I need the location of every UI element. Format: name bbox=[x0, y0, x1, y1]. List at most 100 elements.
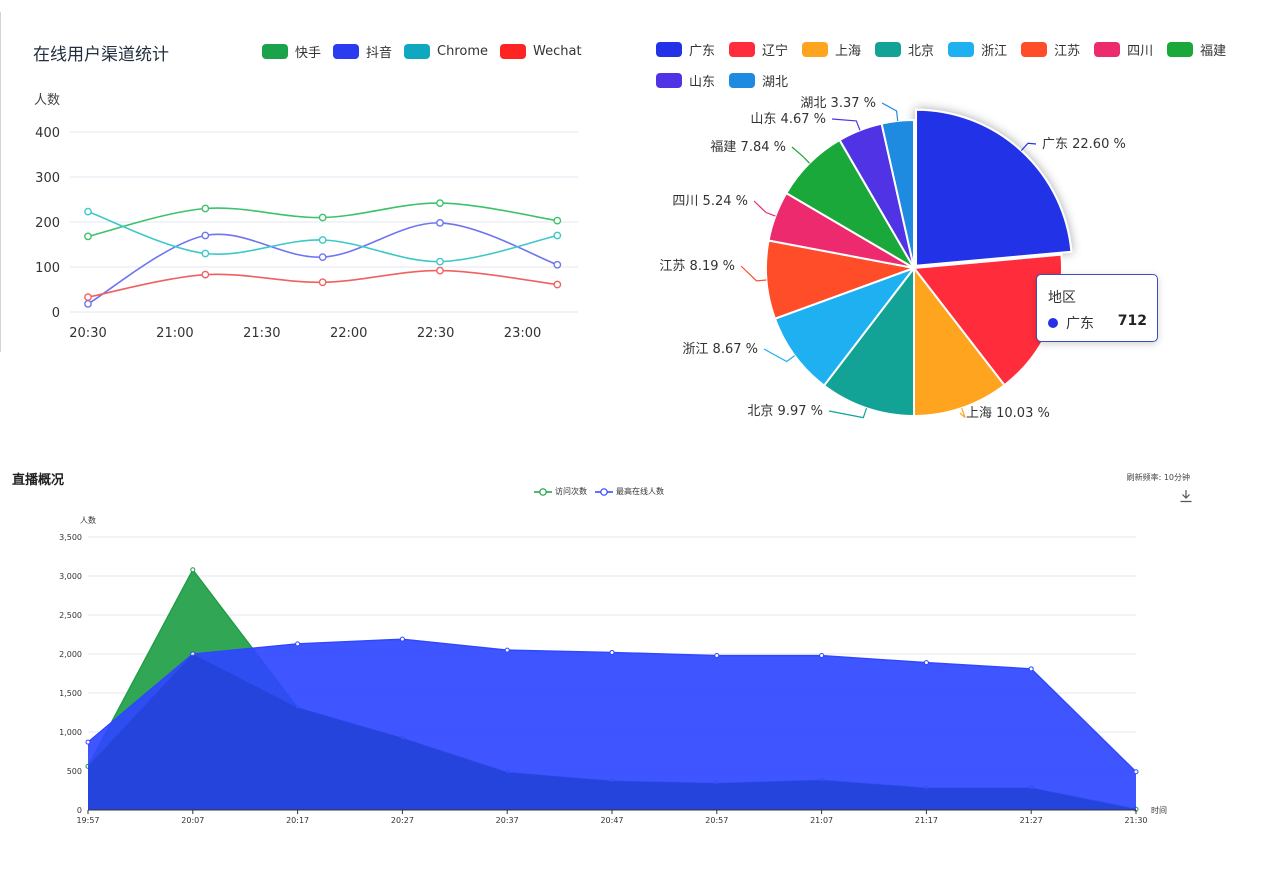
channel-line-chart-panel: 在线用户渠道统计 快手 抖音 Chrome Wechat 0 100 200 300 400 人… bbox=[0, 0, 620, 430]
legend-item-1[interactable]: 抖音 bbox=[333, 42, 392, 61]
slice-label: 福建 7.84 % bbox=[710, 140, 786, 155]
x-tick-label: 20:17 bbox=[286, 816, 309, 825]
legend-label: 湖北 bbox=[762, 75, 789, 90]
chart-title: 在线用户渠道统计 bbox=[33, 45, 169, 65]
data-point bbox=[84, 232, 92, 241]
x-tick-label: 21:30 bbox=[243, 326, 280, 341]
x-tick-label: 21:00 bbox=[156, 326, 193, 341]
chart-legend[interactable]: 快手 抖音 Chrome Wechat bbox=[262, 42, 582, 61]
legend-item-2[interactable]: 上海 bbox=[802, 40, 861, 59]
legend-item-0[interactable]: 快手 bbox=[262, 42, 321, 61]
legend-swatch bbox=[500, 44, 527, 59]
tooltip-title: 地区 bbox=[1048, 290, 1076, 306]
data-point bbox=[1133, 769, 1139, 775]
legend-item-2[interactable]: Chrome bbox=[404, 42, 488, 61]
data-point bbox=[84, 293, 92, 302]
x-tick-label: 21:27 bbox=[1020, 816, 1043, 825]
legend-item-3[interactable]: 北京 bbox=[875, 40, 934, 59]
y-tick-label: 200 bbox=[35, 216, 60, 231]
line-chart-svg: 0 100 200 300 400 人数 20:30 21:00 21:30 22:00 22:30… bbox=[34, 93, 578, 341]
legend-marker bbox=[595, 487, 613, 496]
legend-label: 福建 bbox=[1200, 44, 1227, 59]
data-point bbox=[84, 299, 92, 308]
pie-slice-9 bbox=[880, 118, 915, 269]
y-tick-label: 300 bbox=[35, 171, 60, 186]
slice-label: 广东 22.60 % bbox=[1042, 137, 1126, 152]
y-tick-label: 0 bbox=[52, 306, 60, 321]
y-tick-label: 2,000 bbox=[59, 650, 82, 659]
x-tick-label: 20:57 bbox=[705, 816, 728, 825]
label-leader-line bbox=[753, 200, 776, 217]
slice-label: 北京 9.97 % bbox=[747, 404, 823, 419]
legend-label: 上海 bbox=[835, 44, 862, 59]
region-pie-chart-panel: 广东 辽宁 上海 北京 浙江 江苏 四川 福建 山东 湖北 广东 22.60 % 上海 10.03 … bbox=[620, 0, 1280, 440]
label-leader-line bbox=[791, 146, 810, 164]
pie-tooltip: 地区 广东 712 bbox=[1036, 274, 1158, 342]
legend-item-4[interactable]: 浙江 bbox=[948, 40, 1007, 59]
y-tick-label: 500 bbox=[67, 767, 82, 776]
data-point bbox=[318, 213, 327, 222]
x-tick-label: 20:47 bbox=[600, 816, 623, 825]
series-line-1 bbox=[87, 222, 558, 305]
x-tick-label: 19:57 bbox=[76, 816, 99, 825]
legend-label: 辽宁 bbox=[762, 44, 789, 59]
legend-swatch bbox=[404, 44, 431, 59]
panel-divider bbox=[0, 12, 1, 352]
legend-item-1[interactable]: 辽宁 bbox=[729, 40, 788, 59]
legend-label: 浙江 bbox=[981, 44, 1008, 59]
y-tick-label: 400 bbox=[35, 126, 60, 141]
data-point bbox=[295, 641, 301, 647]
data-point bbox=[201, 249, 210, 258]
legend-label: 最高在线人数 bbox=[616, 487, 664, 496]
pie-chart-svg: 广东 22.60 % 上海 10.03 % 北京 9.97 % 浙江 8.67 % 江苏… bbox=[659, 96, 1126, 421]
slice-label: 浙江 8.67 % bbox=[682, 342, 758, 357]
data-point bbox=[318, 253, 327, 262]
data-point bbox=[923, 660, 929, 666]
data-point bbox=[190, 567, 196, 573]
area-legend[interactable]: 访问次数 最高在线人数 bbox=[534, 486, 664, 497]
y-axis-label: 人数 bbox=[34, 93, 60, 108]
legend-item-1[interactable]: 最高在线人数 bbox=[595, 486, 664, 497]
legend-item-8[interactable]: 山东 bbox=[656, 71, 715, 90]
x-tick-label: 20:07 bbox=[181, 816, 204, 825]
legend-label: 山东 bbox=[689, 75, 716, 90]
legend-item-7[interactable]: 福建 bbox=[1167, 40, 1226, 59]
label-leader-line bbox=[763, 348, 796, 363]
pie-slice-4 bbox=[773, 265, 917, 387]
tooltip-name: 广东 bbox=[1066, 316, 1094, 332]
tooltip-color-dot bbox=[1048, 318, 1058, 328]
data-point bbox=[609, 649, 615, 655]
legend-swatch bbox=[1094, 42, 1121, 57]
label-leader-line bbox=[831, 118, 861, 131]
data-point bbox=[819, 653, 825, 659]
legend-label: 广东 bbox=[689, 44, 716, 59]
legend-swatch bbox=[262, 44, 288, 59]
legend-item-5[interactable]: 江苏 bbox=[1021, 40, 1080, 59]
y-axis-label: 人数 bbox=[80, 515, 96, 525]
pie-slice-2 bbox=[913, 265, 1006, 418]
x-tick-label: 20:27 bbox=[391, 816, 414, 825]
legend-item-6[interactable]: 四川 bbox=[1094, 40, 1153, 59]
pie-legend[interactable]: 广东 辽宁 上海 北京 浙江 江苏 四川 福建山东 湖北 bbox=[656, 40, 1256, 90]
legend-swatch bbox=[875, 42, 902, 57]
legend-swatch bbox=[729, 73, 756, 88]
legend-item-9[interactable]: 湖北 bbox=[729, 71, 788, 90]
x-tick-label: 23:00 bbox=[504, 326, 541, 341]
legend-item-3[interactable]: Wechat bbox=[500, 42, 582, 61]
y-tick-label: 1,000 bbox=[59, 728, 82, 737]
legend-swatch bbox=[1167, 42, 1194, 57]
x-tick-label: 21:17 bbox=[915, 816, 938, 825]
legend-swatch bbox=[802, 42, 829, 57]
data-point bbox=[553, 260, 562, 269]
legend-label: 抖音 bbox=[366, 46, 393, 61]
legend-swatch bbox=[656, 73, 682, 88]
y-tick-label: 100 bbox=[35, 261, 60, 276]
slice-label: 湖北 3.37 % bbox=[800, 96, 876, 111]
slice-label: 江苏 8.19 % bbox=[659, 258, 735, 274]
legend-item-0[interactable]: 广东 bbox=[656, 40, 715, 59]
x-axis-label: 时间 bbox=[1151, 805, 1167, 815]
legend-item-0[interactable]: 访问次数 bbox=[534, 486, 587, 497]
download-icon[interactable] bbox=[1179, 489, 1193, 503]
legend-label: Wechat bbox=[533, 44, 582, 59]
